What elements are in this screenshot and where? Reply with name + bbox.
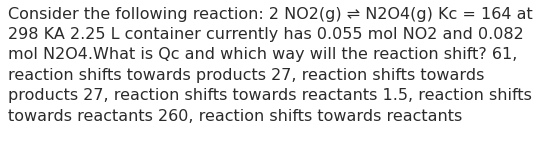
Text: Consider the following reaction: 2 NO2(g) ⇌ N2O4(g) Kc = 164 at
298 KA 2.25 L co: Consider the following reaction: 2 NO2(g… — [8, 7, 533, 124]
